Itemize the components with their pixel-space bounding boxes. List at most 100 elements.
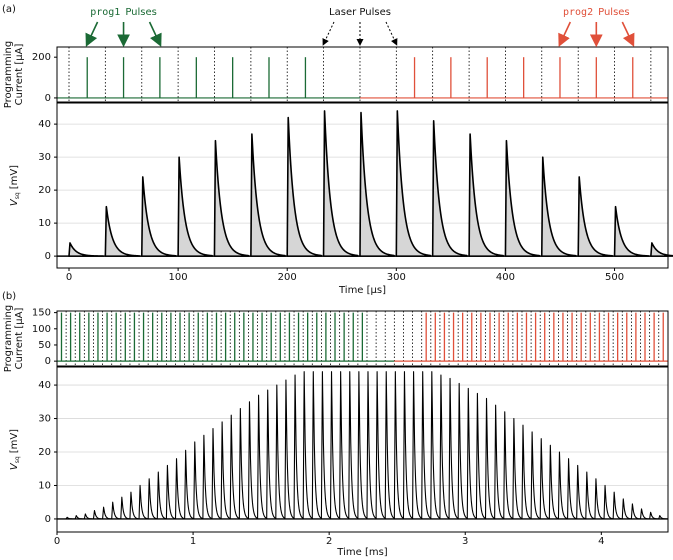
voltage-spike [457, 382, 469, 520]
x-tick-label: 4 [598, 536, 604, 547]
voltage-spike [448, 377, 459, 520]
y-tick-label: 100 [32, 324, 51, 335]
x-tick-label: 300 [387, 272, 406, 283]
y-tick-label: 0 [45, 93, 51, 104]
y-tick-label: 30 [38, 152, 51, 163]
voltage-spike [430, 371, 441, 520]
annotation-arrow [148, 21, 162, 47]
voltage-spike [466, 387, 478, 520]
voltage-spike [229, 414, 241, 520]
voltage-spike [494, 404, 505, 520]
x-tick-label: 100 [169, 272, 188, 283]
voltage-spike [421, 371, 432, 520]
voltage-spike [202, 434, 213, 520]
y-tick-label: 0 [45, 514, 51, 525]
current-frame [56, 46, 669, 103]
x-axis-label: Time [ms] [336, 547, 388, 558]
annotation-arrow [621, 21, 635, 47]
y-label-sub: sq [14, 192, 21, 199]
current-axis-label: Current [µA] [14, 44, 25, 106]
y-tick-label: 50 [38, 340, 51, 351]
voltage-spike [247, 401, 259, 520]
voltage-spike [639, 508, 651, 520]
current-axis-label: Current [µA] [14, 308, 25, 370]
voltage-spike [468, 133, 505, 257]
voltage-spike [177, 156, 214, 257]
y-tick-label: 150 [32, 308, 51, 319]
voltage-spike [220, 421, 231, 520]
y-label-main: V [9, 198, 20, 206]
panel: (b) 0 10 20 30 40 0 50 100 150 0 1 2 3 4 Time [ms] Vsq [m… [2, 291, 669, 558]
voltage-spike [503, 411, 514, 520]
voltage-spike [603, 484, 614, 520]
voltage-spike [74, 515, 85, 520]
voltage-spike [275, 384, 286, 520]
pulse-annotation: prog2 Pulses [563, 7, 630, 18]
x-tick-label: 500 [605, 272, 624, 283]
voltage-spike [104, 205, 141, 257]
voltage-spike [102, 506, 113, 520]
voltage-spike [431, 120, 468, 257]
voltage-spike [576, 464, 587, 520]
x-tick-label: 3 [462, 536, 468, 547]
voltage-spike [348, 371, 359, 520]
y-tick-label: 0 [45, 251, 51, 262]
voltage-spike [384, 371, 396, 520]
voltage-spike [120, 496, 131, 520]
voltage-spike [184, 449, 195, 520]
voltage-spike [366, 371, 377, 520]
annotation-arrow [385, 21, 398, 46]
voltage-spike [156, 471, 167, 520]
voltage-spike [630, 503, 641, 520]
x-tick-label: 0 [66, 272, 72, 283]
voltage-spike [165, 464, 177, 520]
voltage-frame [56, 366, 669, 533]
voltage-spike [621, 498, 632, 520]
voltage-spike [521, 424, 532, 520]
voltage-spike [213, 139, 250, 257]
laser-annotation: Laser Pulses [329, 7, 391, 18]
annotation-name: prog1 [90, 7, 120, 18]
voltage-spike [302, 371, 314, 520]
voltage-spike [484, 397, 496, 520]
y-tick-label: 10 [38, 480, 51, 491]
y-tick-label: 200 [32, 52, 51, 63]
voltage-spike [412, 371, 423, 520]
y-tick-label: 20 [38, 185, 51, 196]
panel-label: (a) [2, 4, 16, 15]
voltage-spike [68, 242, 105, 257]
voltage-spike [284, 379, 295, 520]
voltage-spike [83, 513, 94, 520]
voltage-spike [540, 156, 577, 257]
y-label-sub: sq [14, 456, 21, 463]
current-axis-label: Programming [3, 41, 14, 108]
voltage-spike [395, 110, 432, 257]
voltage-spike [322, 110, 359, 257]
x-axis-label: Time [µs] [338, 285, 386, 296]
current-frame [56, 310, 669, 367]
voltage-spike [211, 428, 222, 520]
voltage-spike [577, 176, 614, 257]
voltage-spike [557, 451, 569, 520]
voltage-spike [658, 515, 669, 520]
voltage-spike [612, 491, 623, 520]
y-axis-label: Vsq [mV] [9, 429, 21, 470]
panel-label: (b) [2, 291, 16, 302]
voltage-spike [339, 371, 350, 520]
x-tick-label: 400 [496, 272, 515, 283]
voltage-spike [147, 478, 158, 520]
voltage-spike [649, 511, 660, 520]
voltage-spike [111, 501, 122, 520]
voltage-spike [539, 438, 551, 520]
voltage-spike [174, 458, 186, 520]
voltage-spike [594, 478, 605, 520]
annotation-arrow [558, 21, 572, 47]
y-tick-label: 10 [38, 218, 51, 229]
voltage-spike [393, 371, 405, 520]
voltage-spike [359, 111, 396, 257]
voltage-spike [311, 371, 323, 520]
voltage-spike [504, 139, 541, 257]
voltage-spike [266, 389, 277, 520]
